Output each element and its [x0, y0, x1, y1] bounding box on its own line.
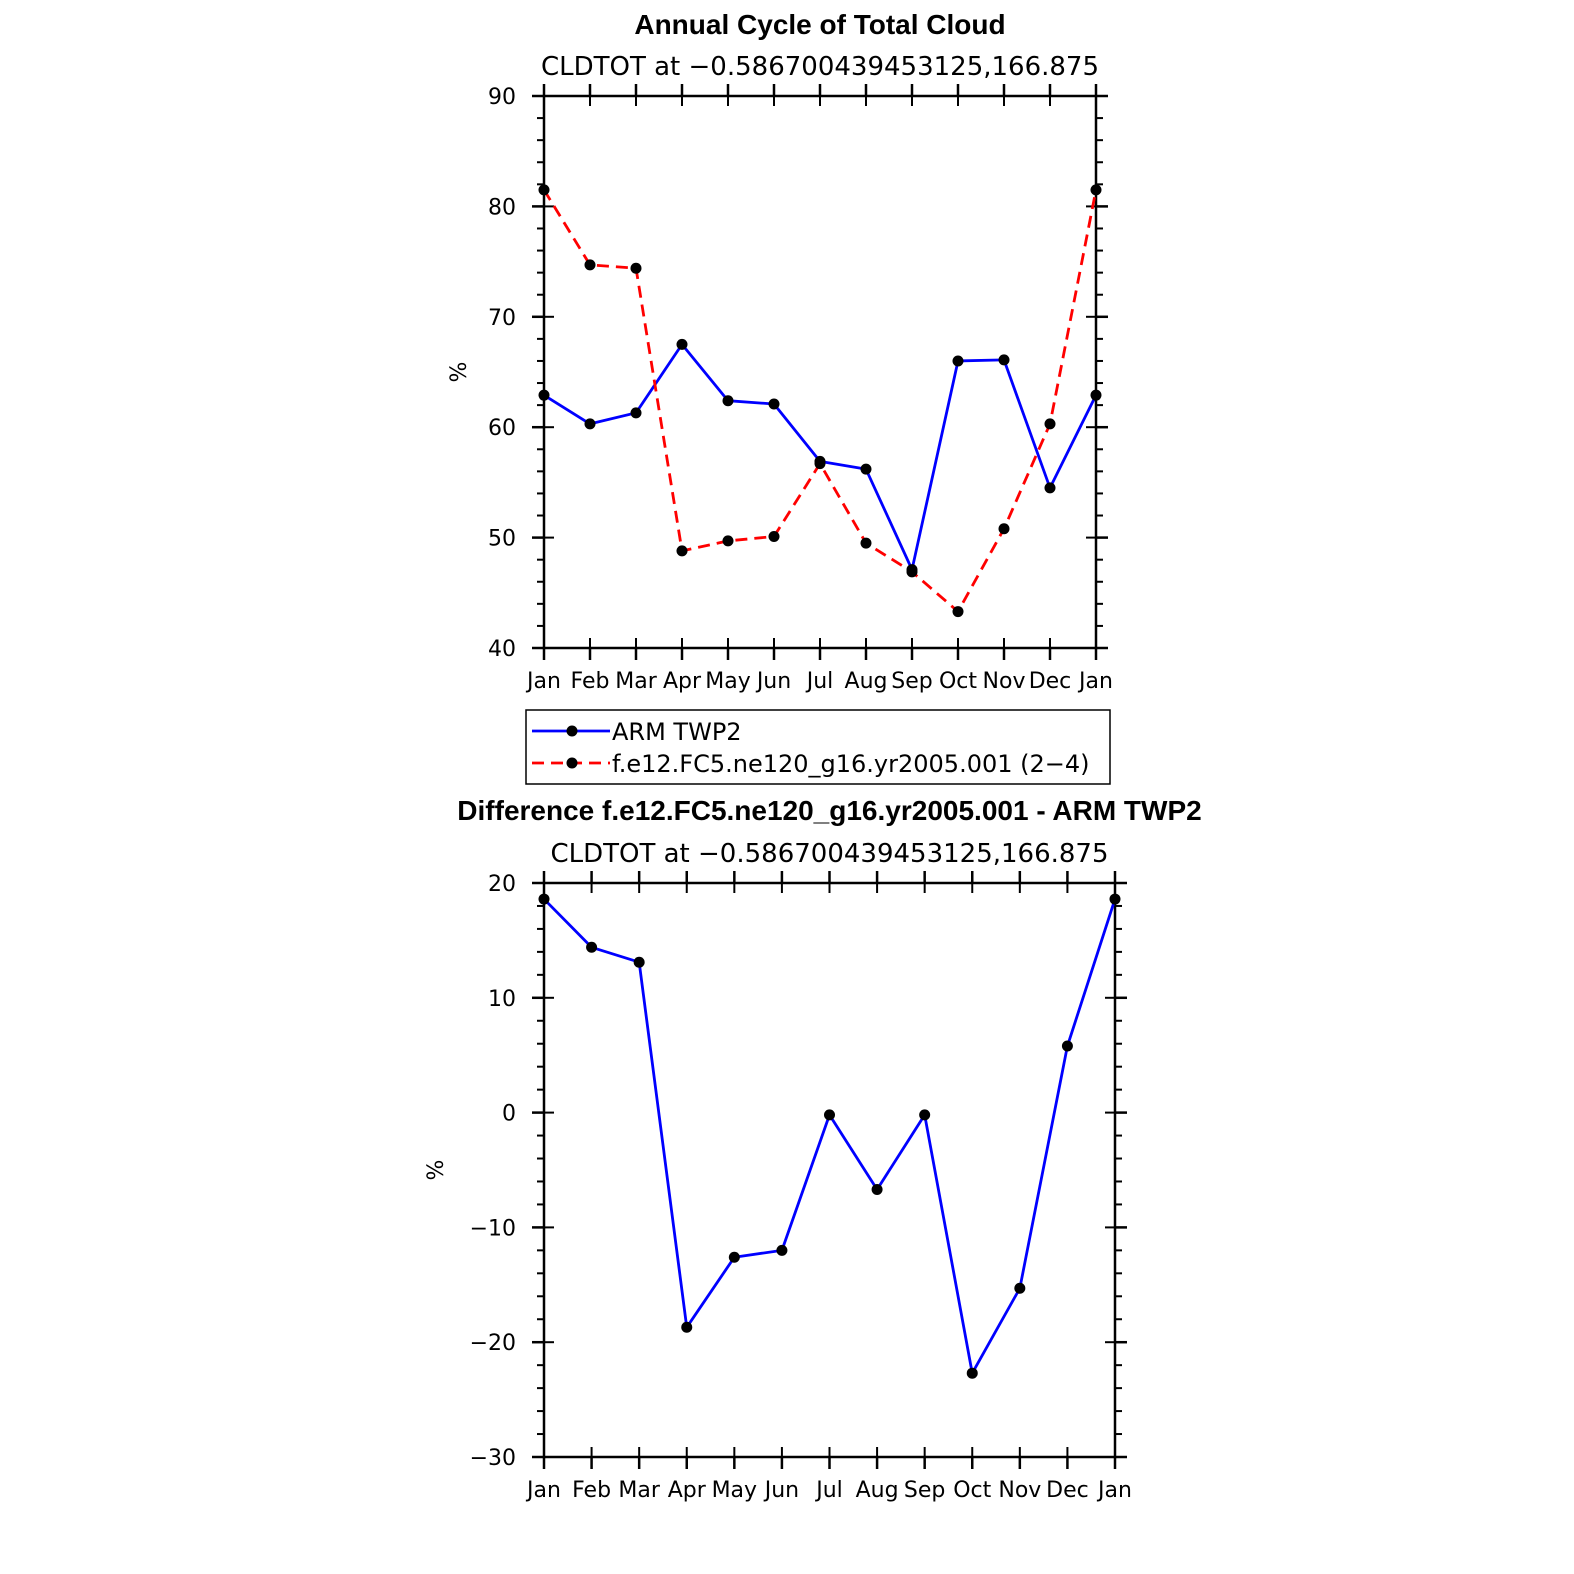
- data-point: [1014, 1282, 1026, 1294]
- x-tick-label: Sep: [904, 1478, 945, 1503]
- data-point: [630, 262, 642, 274]
- data-point: [768, 398, 780, 410]
- y-tick-label: 60: [488, 416, 516, 441]
- data-point: [906, 566, 918, 578]
- x-tick-label: Apr: [663, 669, 702, 694]
- data-point: [871, 1184, 883, 1196]
- data-point: [966, 1367, 978, 1379]
- plot-frame: [542, 881, 1117, 1459]
- data-point: [633, 956, 645, 968]
- y-tick-label: 0: [502, 1102, 516, 1127]
- data-point: [586, 941, 598, 953]
- y-tick-label: 80: [488, 195, 516, 220]
- x-tick-label: Jan: [1077, 669, 1113, 694]
- y-tick-label: 40: [488, 637, 516, 662]
- data-point: [998, 523, 1010, 535]
- x-tick-label: Nov: [983, 669, 1026, 694]
- chart-title: Annual Cycle of Total Cloud: [634, 9, 1005, 40]
- x-tick-label: Sep: [891, 669, 932, 694]
- chart-subtitle: CLDTOT at −0.586700439453125,166.875: [541, 52, 1099, 82]
- data-point: [1044, 418, 1056, 430]
- data-point: [776, 1244, 788, 1256]
- data-point: [952, 606, 964, 618]
- x-tick-label: Mar: [618, 1478, 660, 1503]
- data-point: [1090, 184, 1102, 196]
- legend-label-2: f.e12.FC5.ne120_g16.yr2005.001 (2−4): [612, 750, 1090, 778]
- y-tick-label: 20: [488, 872, 516, 897]
- x-tick-label: Oct: [939, 669, 977, 694]
- y-tick-label: −10: [470, 1216, 516, 1241]
- x-tick-label: Jul: [805, 669, 834, 694]
- data-point: [1090, 389, 1102, 401]
- legend-marker: [566, 725, 578, 737]
- data-point: [998, 354, 1010, 366]
- data-point: [584, 418, 596, 430]
- data-point: [1044, 482, 1056, 494]
- legend-box: [525, 709, 1111, 785]
- x-tick-label: Feb: [572, 1478, 611, 1503]
- legend-label-1: ARM TWP2: [612, 718, 742, 746]
- data-point: [584, 259, 596, 271]
- data-point: [1109, 893, 1121, 905]
- data-point: [676, 338, 688, 350]
- data-point: [919, 1109, 931, 1121]
- chart-title: Difference f.e12.FC5.ne120_g16.yr2005.00…: [457, 795, 1201, 826]
- y-axis-label: %: [447, 362, 472, 383]
- x-tick-label: Nov: [998, 1478, 1041, 1503]
- x-tick-label: Feb: [571, 669, 610, 694]
- x-tick-label: Jun: [763, 1478, 799, 1503]
- data-point: [676, 545, 688, 557]
- x-tick-label: Dec: [1029, 669, 1072, 694]
- x-tick-label: May: [712, 1478, 757, 1503]
- y-axis-label: %: [424, 1160, 449, 1181]
- data-point: [722, 395, 734, 407]
- plot-frame: [542, 94, 1098, 650]
- data-point: [722, 535, 734, 547]
- data-point: [538, 893, 550, 905]
- series-line-1: [543, 898, 1117, 1375]
- y-tick-label: 90: [488, 85, 516, 110]
- data-point: [1061, 1040, 1073, 1052]
- x-tick-label: May: [705, 669, 750, 694]
- legend-marker: [566, 757, 578, 769]
- data-point: [814, 458, 826, 470]
- x-tick-label: Jan: [525, 1478, 561, 1503]
- x-tick-label: Aug: [845, 669, 888, 694]
- y-tick-label: −30: [470, 1446, 516, 1471]
- x-tick-label: Mar: [615, 669, 657, 694]
- data-point: [538, 389, 550, 401]
- data-point: [860, 537, 872, 549]
- legend: ARM TWP2 f.e12.FC5.ne120_g16.yr2005.001 (…: [525, 709, 1111, 785]
- data-point: [860, 463, 872, 475]
- x-tick-label: Apr: [668, 1478, 707, 1503]
- x-tick-label: Dec: [1046, 1478, 1089, 1503]
- chart-2: Difference f.e12.FC5.ne120_g16.yr2005.00…: [424, 795, 1202, 1503]
- data-point: [728, 1251, 740, 1263]
- data-point: [538, 184, 550, 196]
- x-tick-label: Jan: [525, 669, 561, 694]
- data-point: [824, 1109, 835, 1121]
- x-tick-label: Jun: [755, 669, 791, 694]
- x-tick-label: Oct: [953, 1478, 991, 1503]
- series-line-2: [542, 189, 1098, 613]
- data-point: [952, 355, 964, 367]
- chart-subtitle: CLDTOT at −0.586700439453125,166.875: [550, 839, 1108, 869]
- y-tick-label: 70: [488, 306, 516, 331]
- x-tick-label: Jan: [1096, 1478, 1132, 1503]
- x-tick-label: Aug: [856, 1478, 899, 1503]
- data-point: [681, 1321, 693, 1333]
- y-tick-label: 50: [488, 527, 516, 552]
- data-point: [768, 530, 780, 542]
- x-tick-label: Jul: [814, 1478, 843, 1503]
- data-point: [630, 407, 642, 419]
- chart-1: Annual Cycle of Total Cloud CLDTOT at −0.…: [447, 9, 1113, 785]
- y-tick-label: 10: [488, 987, 516, 1012]
- y-tick-label: −20: [470, 1331, 516, 1356]
